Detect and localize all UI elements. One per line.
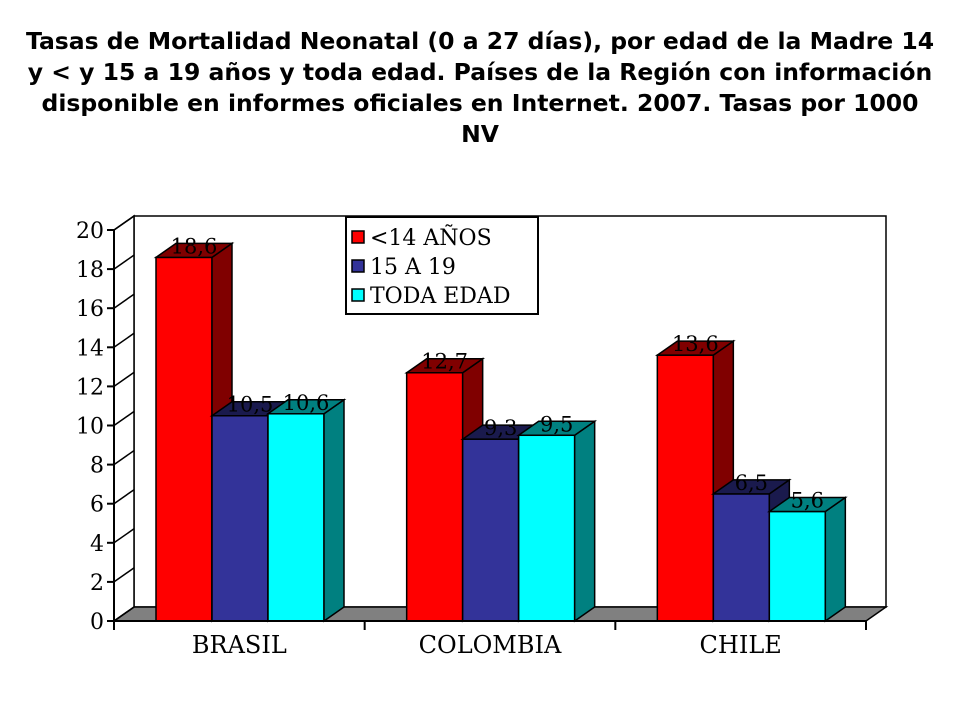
y-tick-label: 18 bbox=[76, 258, 104, 283]
bar-side bbox=[573, 419, 596, 623]
bar-side bbox=[824, 496, 847, 623]
bar-top bbox=[766, 496, 848, 513]
legend-label: <14 AÑOS bbox=[370, 223, 492, 251]
bar bbox=[516, 419, 598, 623]
y-tick-label: 8 bbox=[90, 454, 104, 479]
y-tick-label: 10 bbox=[76, 415, 104, 440]
bar-front bbox=[405, 371, 464, 622]
legend-label: 15 A 19 bbox=[370, 255, 456, 280]
category-label: CHILE bbox=[700, 631, 782, 659]
y-depth-tick bbox=[113, 293, 135, 309]
bar-front bbox=[211, 414, 269, 622]
y-depth-tick bbox=[113, 371, 135, 388]
data-label: 9,5 bbox=[540, 412, 573, 436]
category-label: BRASIL bbox=[192, 631, 287, 659]
bar-top bbox=[153, 242, 235, 259]
data-label: 13,6 bbox=[672, 332, 719, 356]
legend-swatch bbox=[351, 230, 365, 244]
y-tick-label: 20 bbox=[76, 219, 104, 244]
bar-front bbox=[517, 434, 576, 622]
y-depth-tick bbox=[113, 489, 135, 505]
data-label: 12,7 bbox=[421, 350, 468, 374]
y-tick-label: 2 bbox=[90, 571, 104, 596]
y-depth-tick bbox=[113, 528, 135, 544]
bar-front bbox=[656, 354, 715, 622]
y-depth-tick bbox=[113, 410, 135, 427]
y-depth-tick bbox=[113, 254, 135, 270]
bar-top bbox=[404, 357, 486, 374]
y-tick-label: 16 bbox=[76, 297, 104, 322]
bar-front bbox=[461, 438, 520, 622]
bar-front bbox=[768, 510, 827, 622]
chart-title: Tasas de Mortalidad Neonatal (0 a 27 día… bbox=[25, 27, 935, 148]
legend-box bbox=[345, 216, 539, 315]
legend-swatch bbox=[351, 288, 365, 302]
legend-label: TODA EDAD bbox=[370, 284, 510, 309]
y-depth-tick bbox=[113, 215, 135, 231]
bar-front bbox=[712, 493, 771, 622]
y-tick-label: 4 bbox=[90, 532, 104, 557]
y-depth-tick bbox=[113, 332, 135, 348]
bar bbox=[265, 398, 347, 623]
bar-front bbox=[155, 256, 213, 622]
y-depth-tick bbox=[113, 567, 135, 583]
bar bbox=[766, 496, 848, 623]
y-tick-label: 0 bbox=[90, 610, 104, 635]
data-label: 10,5 bbox=[227, 393, 274, 417]
data-label: 5,6 bbox=[791, 489, 824, 513]
bar-top bbox=[516, 420, 598, 437]
y-depth-tick bbox=[113, 449, 135, 466]
category-label: COLOMBIA bbox=[419, 631, 562, 659]
y-tick-label: 6 bbox=[90, 493, 104, 518]
data-label: 6,5 bbox=[735, 471, 768, 495]
y-tick-label: 12 bbox=[76, 375, 104, 400]
bar-front bbox=[267, 413, 325, 622]
bar-top bbox=[654, 340, 736, 356]
bar-top bbox=[265, 399, 347, 415]
legend-swatch bbox=[351, 259, 365, 273]
bar-top bbox=[710, 479, 792, 495]
data-label: 10,6 bbox=[283, 391, 330, 415]
data-label: 9,3 bbox=[484, 416, 517, 440]
bar-side bbox=[323, 398, 345, 623]
y-depth-tick bbox=[113, 606, 135, 622]
y-tick-label: 14 bbox=[76, 336, 104, 361]
data-label: 18,6 bbox=[171, 234, 218, 258]
